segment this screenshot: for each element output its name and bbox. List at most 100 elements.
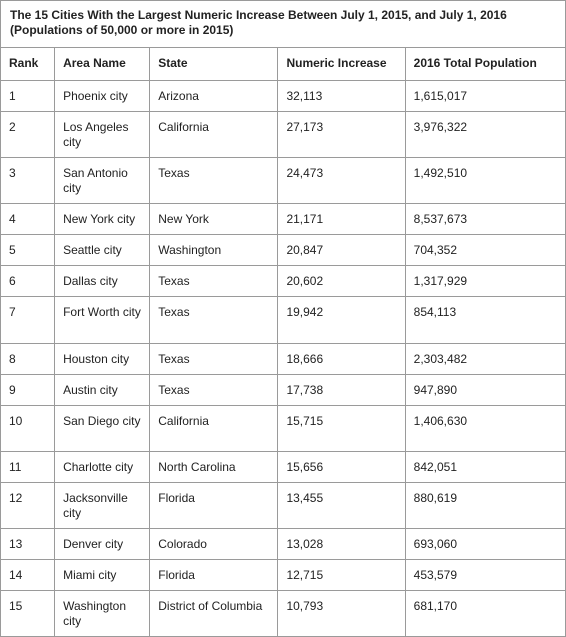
cell-state: Texas xyxy=(149,265,279,298)
cell-state: North Carolina xyxy=(149,450,279,483)
cell-numeric-increase: 17,738 xyxy=(277,373,406,406)
cell-state: Colorado xyxy=(149,527,279,560)
cell-state: New York xyxy=(149,203,279,236)
caption-title: The 15 Cities With the Largest Numeric I… xyxy=(10,8,507,22)
table-row: 9 Austin city Texas 17,738 947,890 xyxy=(0,373,566,406)
cell-area-name: Fort Worth city xyxy=(54,296,151,344)
table-row: 4 New York city New York 21,171 8,537,673 xyxy=(0,203,566,236)
cell-area-name: Los Angeles city xyxy=(54,111,151,159)
cell-area-name: Phoenix city xyxy=(54,80,151,113)
cell-total-population: 880,619 xyxy=(404,481,566,529)
cell-numeric-increase: 18,666 xyxy=(277,342,406,375)
table-row: 5 Seattle city Washington 20,847 704,352 xyxy=(0,234,566,267)
cell-rank: 10 xyxy=(0,404,56,452)
cell-numeric-increase: 20,847 xyxy=(277,234,406,267)
table-row: 1 Phoenix city Arizona 32,113 1,615,017 xyxy=(0,80,566,113)
cell-rank: 5 xyxy=(0,234,56,267)
cell-total-population: 453,579 xyxy=(404,558,566,591)
cell-numeric-increase: 27,173 xyxy=(277,111,406,159)
cell-numeric-increase: 10,793 xyxy=(277,589,406,637)
cell-area-name: Washington city xyxy=(54,589,151,637)
cell-area-name: San Antonio city xyxy=(54,157,151,205)
cell-area-name: Charlotte city xyxy=(54,450,151,483)
cell-numeric-increase: 13,028 xyxy=(277,527,406,560)
cell-rank: 2 xyxy=(0,111,56,159)
cell-state: Texas xyxy=(149,296,279,344)
cell-rank: 8 xyxy=(0,342,56,375)
cell-area-name: Seattle city xyxy=(54,234,151,267)
cell-total-population: 854,113 xyxy=(404,296,566,344)
cell-rank: 7 xyxy=(0,296,56,344)
cell-rank: 13 xyxy=(0,527,56,560)
cell-state: California xyxy=(149,404,279,452)
cell-numeric-increase: 24,473 xyxy=(277,157,406,205)
table-row: 3 San Antonio city Texas 24,473 1,492,510 xyxy=(0,157,566,205)
cell-numeric-increase: 32,113 xyxy=(277,80,406,113)
cell-numeric-increase: 20,602 xyxy=(277,265,406,298)
cell-state: Arizona xyxy=(149,80,279,113)
header-rank: Rank xyxy=(0,47,56,82)
table-row: 6 Dallas city Texas 20,602 1,317,929 xyxy=(0,265,566,298)
cell-total-population: 693,060 xyxy=(404,527,566,560)
cell-total-population: 1,406,630 xyxy=(404,404,566,452)
cell-area-name: Miami city xyxy=(54,558,151,591)
cell-area-name: Dallas city xyxy=(54,265,151,298)
cell-state: California xyxy=(149,111,279,159)
header-numeric-increase: Numeric Increase xyxy=(277,47,406,82)
cell-rank: 15 xyxy=(0,589,56,637)
caption-subtitle: (Populations of 50,000 or more in 2015) xyxy=(10,23,234,37)
table-row: 15 Washington city District of Columbia 10,… xyxy=(0,589,566,637)
cell-total-population: 947,890 xyxy=(404,373,566,406)
cell-area-name: San Diego city xyxy=(54,404,151,452)
cell-numeric-increase: 12,715 xyxy=(277,558,406,591)
cell-total-population: 1,492,510 xyxy=(404,157,566,205)
cell-area-name: Austin city xyxy=(54,373,151,406)
cell-state: District of Columbia xyxy=(149,589,279,637)
cell-rank: 4 xyxy=(0,203,56,236)
cell-state: Texas xyxy=(149,157,279,205)
header-total-population: 2016 Total Population xyxy=(404,47,566,82)
cell-rank: 1 xyxy=(0,80,56,113)
cell-numeric-increase: 19,942 xyxy=(277,296,406,344)
header-area-name: Area Name xyxy=(54,47,151,82)
cell-total-population: 8,537,673 xyxy=(404,203,566,236)
table-row: 14 Miami city Florida 12,715 453,579 xyxy=(0,558,566,591)
cell-state: Florida xyxy=(149,481,279,529)
cell-area-name: New York city xyxy=(54,203,151,236)
cell-state: Florida xyxy=(149,558,279,591)
table-row: 11 Charlotte city North Carolina 15,656 842,… xyxy=(0,450,566,483)
cell-numeric-increase: 15,715 xyxy=(277,404,406,452)
cell-total-population: 2,303,482 xyxy=(404,342,566,375)
table-row: 8 Houston city Texas 18,666 2,303,482 xyxy=(0,342,566,375)
cell-total-population: 3,976,322 xyxy=(404,111,566,159)
caption-row: The 15 Cities With the Largest Numeric I… xyxy=(0,0,566,49)
table-row: 13 Denver city Colorado 13,028 693,060 xyxy=(0,527,566,560)
table-row: 2 Los Angeles city California 27,173 3,976,3… xyxy=(0,111,566,159)
table-body: 1 Phoenix city Arizona 32,113 1,615,017 2 Los … xyxy=(0,80,566,637)
cell-area-name: Houston city xyxy=(54,342,151,375)
cell-total-population: 1,615,017 xyxy=(404,80,566,113)
header-state: State xyxy=(149,47,279,82)
cell-numeric-increase: 15,656 xyxy=(277,450,406,483)
cell-area-name: Denver city xyxy=(54,527,151,560)
cell-state: Texas xyxy=(149,373,279,406)
cell-area-name: Jacksonville city xyxy=(54,481,151,529)
cell-total-population: 842,051 xyxy=(404,450,566,483)
header-row: Rank Area Name State Numeric Increase 20… xyxy=(0,47,566,82)
cell-rank: 12 xyxy=(0,481,56,529)
cell-rank: 9 xyxy=(0,373,56,406)
cell-rank: 11 xyxy=(0,450,56,483)
table-row: 7 Fort Worth city Texas 19,942 854,113 xyxy=(0,296,566,344)
cell-total-population: 681,170 xyxy=(404,589,566,637)
cell-total-population: 1,317,929 xyxy=(404,265,566,298)
table-row: 10 San Diego city California 15,715 1,406,63… xyxy=(0,404,566,452)
cell-rank: 14 xyxy=(0,558,56,591)
cell-numeric-increase: 13,455 xyxy=(277,481,406,529)
cell-numeric-increase: 21,171 xyxy=(277,203,406,236)
cell-rank: 6 xyxy=(0,265,56,298)
table-row: 12 Jacksonville city Florida 13,455 880,619 xyxy=(0,481,566,529)
cell-total-population: 704,352 xyxy=(404,234,566,267)
cell-rank: 3 xyxy=(0,157,56,205)
